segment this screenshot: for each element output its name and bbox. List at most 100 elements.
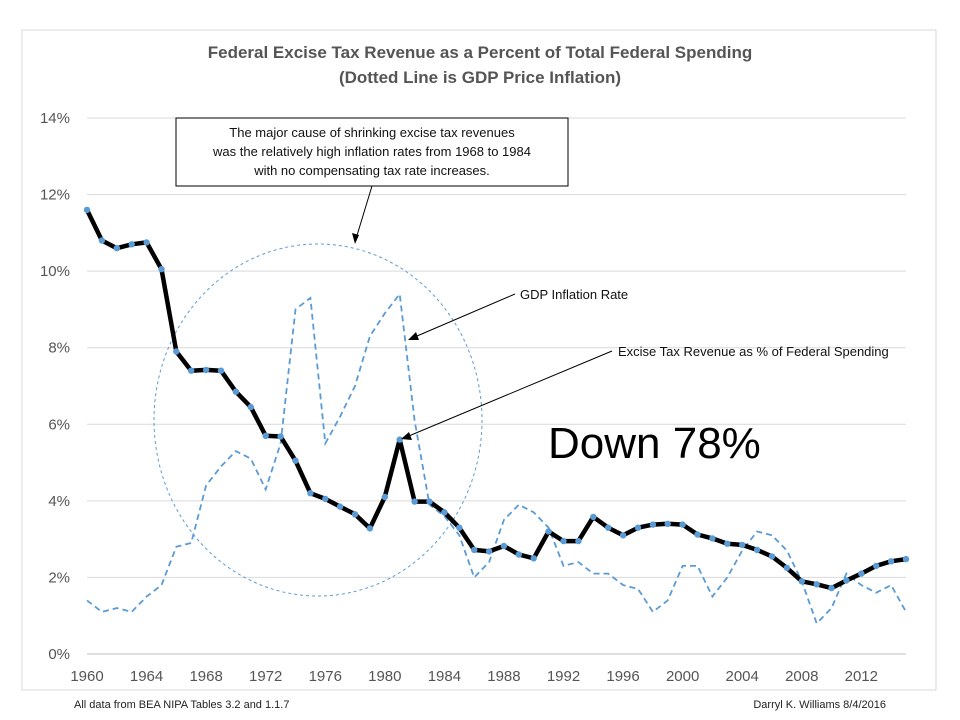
y-tick-label: 4% <box>48 493 70 510</box>
excise-point <box>664 520 671 527</box>
excise-point <box>128 241 135 248</box>
excise-point <box>724 540 731 547</box>
excise-point <box>605 524 612 531</box>
excise-point <box>813 581 820 588</box>
excise-point <box>709 535 716 542</box>
excise-arrow-head <box>401 432 412 440</box>
excise-point <box>902 555 910 563</box>
excise-point <box>426 498 433 505</box>
y-tick-label: 2% <box>48 569 70 586</box>
excise-point <box>322 495 329 503</box>
y-tick-label: 6% <box>48 416 70 433</box>
excise-point <box>351 511 359 518</box>
excise-label: Excise Tax Revenue as % of Federal Spend… <box>618 344 889 359</box>
excise-point <box>411 498 418 505</box>
excise-point <box>456 524 463 531</box>
excise-point <box>83 206 91 214</box>
x-tick-label: 2012 <box>845 668 878 685</box>
excise-point <box>307 490 314 497</box>
inflation-arrow-head <box>408 332 419 340</box>
x-axis: 1960 1964 1968 1972 1976 1980 1984 1988 1992 1996… <box>70 668 878 685</box>
x-tick-label: 1964 <box>130 668 163 685</box>
x-tick-label: 2008 <box>785 668 818 685</box>
note-line-2: was the relatively high inflation rates … <box>212 144 531 159</box>
excise-point <box>887 558 895 565</box>
excise-point <box>217 367 225 374</box>
excise-point <box>739 541 746 549</box>
excise-point <box>694 531 701 538</box>
excise-point <box>634 524 642 531</box>
x-tick-label: 2000 <box>666 668 699 685</box>
y-tick-label: 12% <box>40 187 70 204</box>
footer-author: Darryl K. Williams 8/4/2016 <box>753 699 886 711</box>
excise-point <box>143 239 150 246</box>
excise-point <box>381 493 388 501</box>
excise-point <box>515 551 522 558</box>
series-excise-tax <box>83 206 910 592</box>
excise-point <box>679 521 686 528</box>
excise-point <box>366 525 374 532</box>
y-tick-label: 14% <box>40 110 70 127</box>
excise-point <box>843 577 850 584</box>
x-tick-label: 1968 <box>189 668 222 685</box>
y-axis: 0% 2% 4% 6% 8% 10% 12% 14% <box>40 110 70 663</box>
x-tick-label: 1988 <box>487 668 520 685</box>
y-tick-label: 0% <box>48 646 70 663</box>
grid <box>87 117 906 655</box>
excise-point <box>173 348 180 355</box>
excise-point <box>396 436 403 443</box>
excise-point <box>232 388 240 395</box>
excise-point <box>500 542 508 550</box>
excise-point <box>873 562 880 570</box>
excise-point <box>485 548 493 555</box>
excise-point <box>471 546 478 554</box>
excise-point <box>202 366 210 374</box>
x-tick-label: 1996 <box>606 668 639 685</box>
x-tick-label: 1972 <box>249 668 282 685</box>
gdp-inflation-line <box>86 291 907 626</box>
x-tick-label: 1976 <box>309 668 342 685</box>
excise-point <box>336 503 344 510</box>
y-tick-label: 10% <box>40 263 70 280</box>
series-gdp-inflation <box>86 291 907 626</box>
note-box <box>175 117 569 187</box>
note-line-3: with no compensating tax rate increases. <box>253 163 490 178</box>
note-arrow <box>354 185 373 243</box>
excise-point <box>828 584 835 592</box>
chart-subtitle: (Dotted Line is GDP Price Inflation) <box>339 68 621 87</box>
inflation-label: GDP Inflation Rate <box>520 287 628 302</box>
inflation-arrow <box>409 293 516 340</box>
excise-point <box>575 537 582 545</box>
footer-source: All data from BEA NIPA Tables 3.2 and 1.… <box>74 699 289 711</box>
excise-point <box>545 528 552 535</box>
excise-point <box>277 433 284 440</box>
excise-point <box>783 564 791 572</box>
excise-point <box>649 521 657 528</box>
x-tick-label: 1984 <box>428 668 461 685</box>
chart-title: Federal Excise Tax Revenue as a Percent … <box>208 43 753 62</box>
excise-arrow <box>403 350 613 439</box>
excise-point <box>98 237 106 244</box>
highlight-ellipse <box>153 243 483 597</box>
excise-point <box>188 367 195 374</box>
excise-point <box>619 532 627 539</box>
excise-point <box>560 537 567 545</box>
excise-point <box>247 403 254 411</box>
note-arrow-head <box>352 233 359 244</box>
x-tick-label: 1980 <box>368 668 401 685</box>
note-line-1: The major cause of shrinking excise tax … <box>229 125 515 140</box>
excise-point <box>441 509 448 516</box>
x-tick-label: 2004 <box>726 668 759 685</box>
excise-point <box>858 570 865 577</box>
excise-point <box>158 266 165 273</box>
excise-point <box>798 578 805 585</box>
excise-point <box>530 555 537 562</box>
excise-point <box>262 432 269 439</box>
excise-point <box>753 546 761 554</box>
x-tick-label: 1960 <box>70 668 103 685</box>
excise-point <box>292 457 299 464</box>
excise-point <box>590 513 597 521</box>
excise-point <box>113 245 121 252</box>
y-tick-label: 8% <box>48 340 70 357</box>
